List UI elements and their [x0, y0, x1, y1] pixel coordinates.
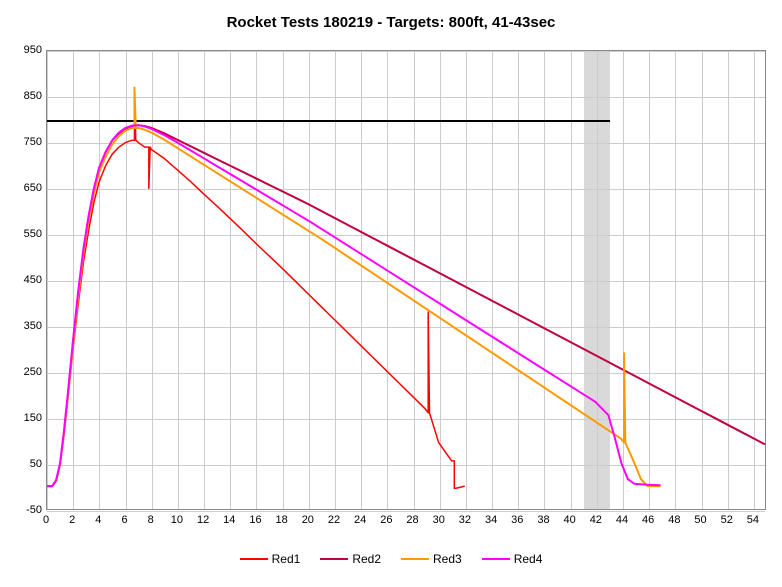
y-tick-label: 150: [12, 412, 42, 424]
legend-swatch: [401, 558, 429, 560]
x-tick-label: 8: [148, 514, 154, 526]
legend-label: Red2: [352, 552, 381, 566]
x-tick-label: 6: [121, 514, 127, 526]
x-tick-label: 22: [328, 514, 340, 526]
legend-swatch: [320, 558, 348, 560]
x-tick-label: 16: [249, 514, 261, 526]
x-tick-label: 20: [302, 514, 314, 526]
legend-item-red4: Red4: [482, 552, 543, 566]
x-tick-label: 28: [406, 514, 418, 526]
legend-label: Red4: [514, 552, 543, 566]
series-red3: [47, 88, 661, 486]
y-tick-label: 750: [12, 136, 42, 148]
x-tick-label: 26: [380, 514, 392, 526]
x-tick-label: 48: [668, 514, 680, 526]
y-tick-label: 350: [12, 320, 42, 332]
plot-area: [46, 50, 766, 510]
legend-item-red2: Red2: [320, 552, 381, 566]
series-red4: [47, 125, 661, 486]
y-tick-label: 550: [12, 228, 42, 240]
series-svg: [47, 51, 765, 509]
x-tick-label: 50: [694, 514, 706, 526]
y-tick-label: 50: [12, 458, 42, 470]
y-tick-label: 650: [12, 182, 42, 194]
x-tick-label: 38: [537, 514, 549, 526]
x-tick-label: 42: [590, 514, 602, 526]
series-red1: [47, 92, 465, 488]
y-tick-label: 250: [12, 366, 42, 378]
chart-title: Rocket Tests 180219 - Targets: 800ft, 41…: [0, 14, 782, 31]
x-tick-label: 4: [95, 514, 101, 526]
x-tick-label: 18: [276, 514, 288, 526]
x-tick-label: 2: [69, 514, 75, 526]
x-tick-label: 24: [354, 514, 366, 526]
x-tick-label: 30: [433, 514, 445, 526]
y-tick-label: 450: [12, 274, 42, 286]
x-tick-label: 14: [223, 514, 235, 526]
x-tick-label: 10: [171, 514, 183, 526]
y-tick-label: 850: [12, 90, 42, 102]
x-tick-label: 46: [642, 514, 654, 526]
chart-container: Rocket Tests 180219 - Targets: 800ft, 41…: [0, 0, 782, 587]
x-tick-label: 44: [616, 514, 628, 526]
x-tick-label: 0: [43, 514, 49, 526]
legend-swatch: [240, 558, 268, 560]
legend-label: Red3: [433, 552, 462, 566]
legend-label: Red1: [272, 552, 301, 566]
x-tick-label: 36: [511, 514, 523, 526]
legend-item-red1: Red1: [240, 552, 301, 566]
legend: Red1 Red2 Red3 Red4: [0, 547, 782, 566]
x-tick-label: 12: [197, 514, 209, 526]
x-tick-label: 34: [485, 514, 497, 526]
x-tick-label: 54: [747, 514, 759, 526]
x-tick-label: 32: [459, 514, 471, 526]
x-tick-label: 52: [721, 514, 733, 526]
x-tick-label: 40: [564, 514, 576, 526]
legend-swatch: [482, 558, 510, 560]
legend-item-red3: Red3: [401, 552, 462, 566]
series-red2: [47, 125, 765, 486]
y-tick-label: -50: [12, 504, 42, 516]
y-tick-label: 950: [12, 44, 42, 56]
